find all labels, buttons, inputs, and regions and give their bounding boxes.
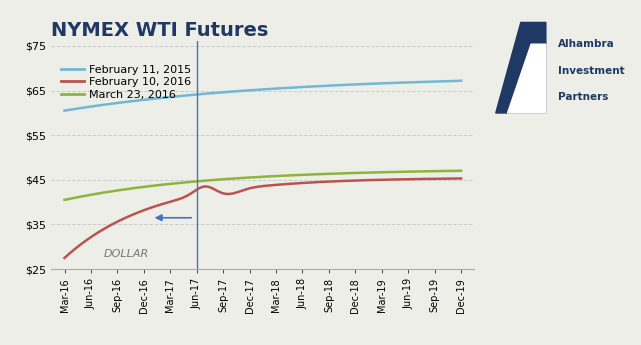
- March 23, 2016: [275, 174, 283, 178]
- February 11, 2015: [61, 109, 69, 113]
- March 23, 2016: [457, 169, 465, 173]
- Text: DOLLAR: DOLLAR: [104, 249, 149, 259]
- February 10, 2016: [61, 256, 69, 260]
- Polygon shape: [495, 22, 546, 113]
- February 10, 2016: [275, 183, 283, 187]
- March 23, 2016: [249, 175, 257, 179]
- February 10, 2016: [447, 177, 455, 181]
- March 23, 2016: [251, 175, 259, 179]
- March 23, 2016: [61, 198, 69, 202]
- February 11, 2015: [251, 88, 259, 92]
- February 11, 2015: [249, 88, 257, 92]
- Line: March 23, 2016: March 23, 2016: [65, 171, 461, 200]
- February 11, 2015: [275, 86, 283, 90]
- February 10, 2016: [249, 186, 257, 190]
- February 10, 2016: [251, 185, 259, 189]
- February 10, 2016: [386, 178, 394, 182]
- February 10, 2016: [297, 181, 304, 185]
- Text: NYMEX WTI Futures: NYMEX WTI Futures: [51, 21, 269, 40]
- February 11, 2015: [457, 79, 465, 83]
- Text: Alhambra: Alhambra: [558, 39, 615, 49]
- February 11, 2015: [386, 81, 394, 85]
- March 23, 2016: [447, 169, 455, 173]
- Line: February 11, 2015: February 11, 2015: [65, 81, 461, 111]
- Line: February 10, 2016: February 10, 2016: [65, 178, 461, 258]
- February 10, 2016: [457, 176, 465, 180]
- Legend: February 11, 2015, February 10, 2016, March 23, 2016: February 11, 2015, February 10, 2016, Ma…: [57, 61, 196, 104]
- Text: Investment: Investment: [558, 66, 624, 76]
- Polygon shape: [508, 44, 546, 113]
- Text: Partners: Partners: [558, 92, 608, 102]
- March 23, 2016: [386, 170, 394, 174]
- February 11, 2015: [447, 79, 455, 83]
- March 23, 2016: [297, 173, 304, 177]
- February 11, 2015: [297, 85, 304, 89]
